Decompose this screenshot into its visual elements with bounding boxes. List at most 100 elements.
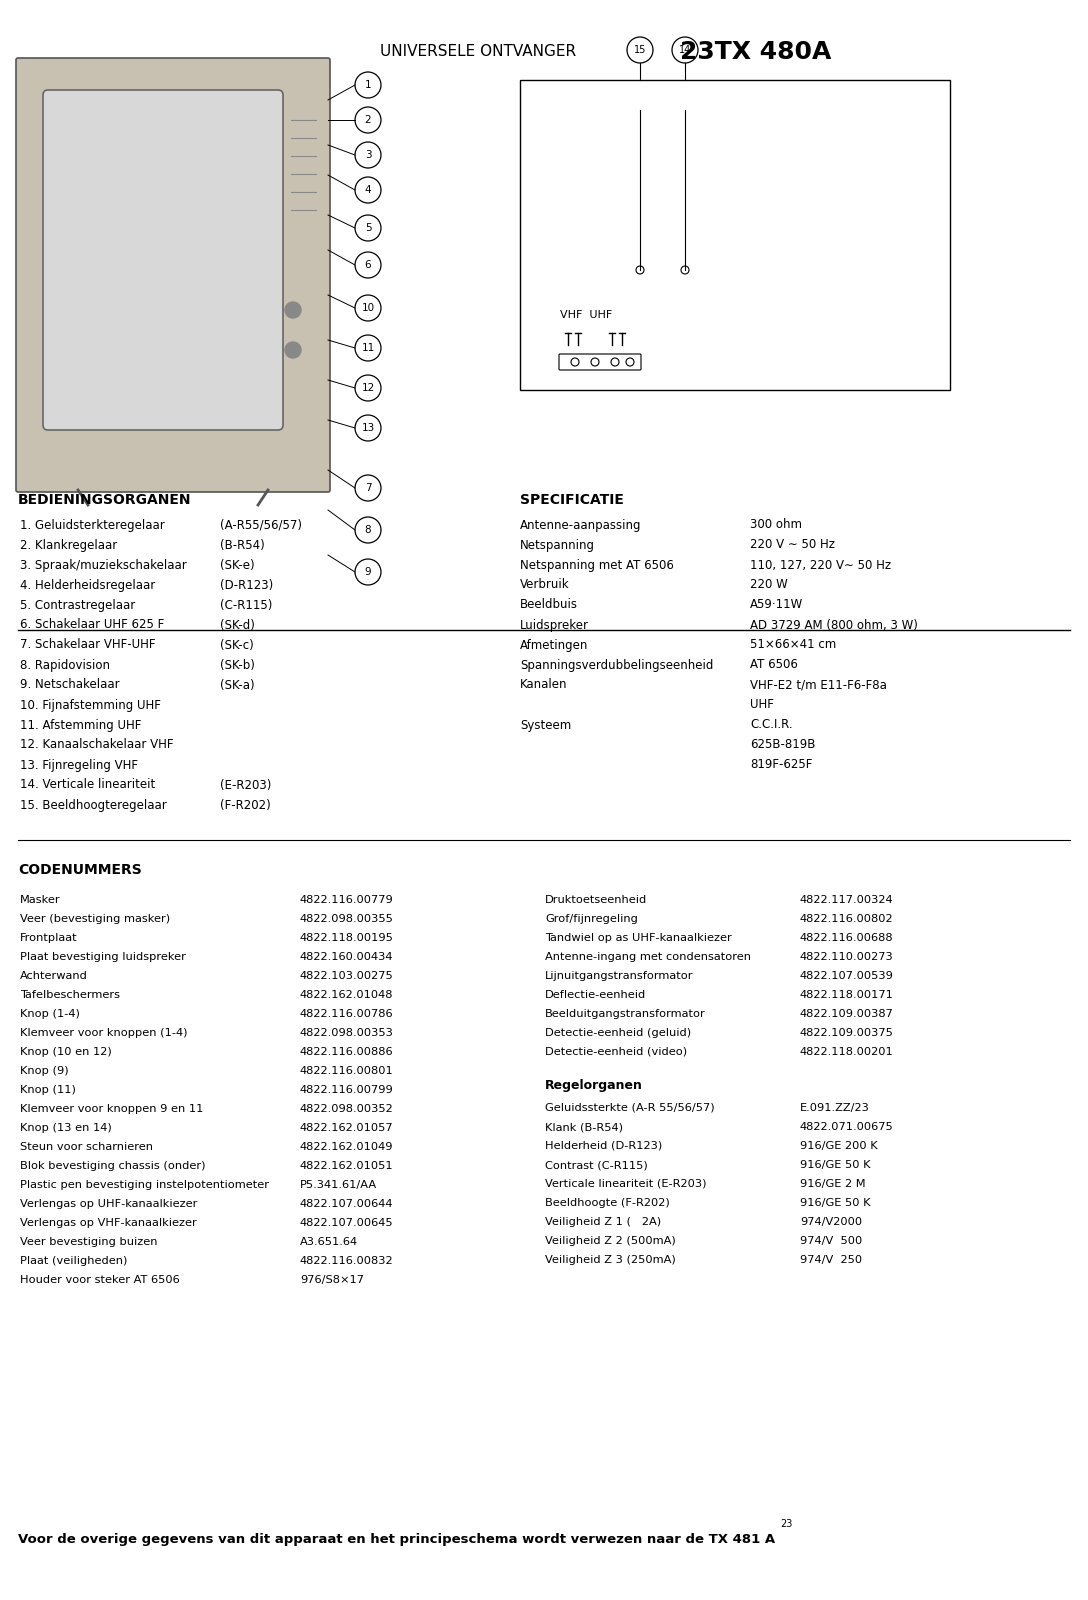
Circle shape bbox=[285, 302, 301, 318]
Text: Veer (bevestiging masker): Veer (bevestiging masker) bbox=[20, 914, 170, 925]
Text: 4822.116.00799: 4822.116.00799 bbox=[300, 1085, 394, 1094]
Text: Beeldbuis: Beeldbuis bbox=[520, 598, 578, 611]
Text: 1: 1 bbox=[364, 80, 371, 90]
Text: 4. Helderheidsregelaar: 4. Helderheidsregelaar bbox=[20, 579, 156, 592]
Text: Spanningsverdubbelingseenheid: Spanningsverdubbelingseenheid bbox=[520, 659, 714, 672]
Text: 110, 127, 220 V∼ 50 Hz: 110, 127, 220 V∼ 50 Hz bbox=[750, 558, 891, 571]
Text: 4822.110.00273: 4822.110.00273 bbox=[800, 952, 893, 962]
Text: SPECIFICATIE: SPECIFICATIE bbox=[520, 493, 623, 507]
Text: Druktoetseenheid: Druktoetseenheid bbox=[545, 894, 647, 906]
Text: E.091.ZZ/23: E.091.ZZ/23 bbox=[800, 1102, 870, 1114]
Text: 8: 8 bbox=[364, 525, 371, 534]
Text: (E-R203): (E-R203) bbox=[220, 779, 271, 792]
Text: 4822.107.00539: 4822.107.00539 bbox=[800, 971, 894, 981]
Text: 2. Klankregelaar: 2. Klankregelaar bbox=[20, 539, 118, 552]
Text: Beeldhoogte (F-R202): Beeldhoogte (F-R202) bbox=[545, 1198, 670, 1208]
Text: UHF: UHF bbox=[750, 699, 774, 712]
Text: 4822.098.00353: 4822.098.00353 bbox=[300, 1029, 394, 1038]
Text: 916/GE 50 K: 916/GE 50 K bbox=[800, 1160, 870, 1170]
Text: Achterwand: Achterwand bbox=[20, 971, 88, 981]
Text: (C-R115): (C-R115) bbox=[220, 598, 272, 611]
Text: Luidspreker: Luidspreker bbox=[520, 619, 589, 632]
Text: Detectie-eenheid (video): Detectie-eenheid (video) bbox=[545, 1046, 688, 1058]
Text: 4822.116.00886: 4822.116.00886 bbox=[300, 1046, 394, 1058]
Text: Tafelbeschermers: Tafelbeschermers bbox=[20, 990, 120, 1000]
Text: 14: 14 bbox=[679, 45, 691, 54]
Text: UNIVERSELE ONTVANGER: UNIVERSELE ONTVANGER bbox=[380, 45, 577, 59]
Text: 23TX 480A: 23TX 480A bbox=[680, 40, 831, 64]
Text: 974/V  500: 974/V 500 bbox=[800, 1235, 863, 1246]
Text: 4822.116.00801: 4822.116.00801 bbox=[300, 1066, 394, 1075]
Text: 15. Beeldhoogteregelaar: 15. Beeldhoogteregelaar bbox=[20, 798, 166, 811]
Text: Regelorganen: Regelorganen bbox=[545, 1080, 643, 1093]
Text: Geluidssterkte (A-R 55/56/57): Geluidssterkte (A-R 55/56/57) bbox=[545, 1102, 715, 1114]
Text: (SK-c): (SK-c) bbox=[220, 638, 254, 651]
Text: Helderheid (D-R123): Helderheid (D-R123) bbox=[545, 1141, 663, 1150]
Text: Lijnuitgangstransformator: Lijnuitgangstransformator bbox=[545, 971, 693, 981]
Text: VHF-E2 t/m E11-F6-F8a: VHF-E2 t/m E11-F6-F8a bbox=[750, 678, 887, 691]
Text: Plastic pen bevestiging instelpotentiometer: Plastic pen bevestiging instelpotentiome… bbox=[20, 1181, 269, 1190]
Text: Plaat (veiligheden): Plaat (veiligheden) bbox=[20, 1256, 127, 1266]
Circle shape bbox=[285, 342, 301, 358]
Text: 4822.116.00802: 4822.116.00802 bbox=[800, 914, 893, 925]
Text: 4822.109.00387: 4822.109.00387 bbox=[800, 1010, 894, 1019]
Text: Frontplaat: Frontplaat bbox=[20, 933, 77, 942]
Text: 916/GE 2 M: 916/GE 2 M bbox=[800, 1179, 866, 1189]
Text: 51×66×41 cm: 51×66×41 cm bbox=[750, 638, 837, 651]
Text: Detectie-eenheid (geluid): Detectie-eenheid (geluid) bbox=[545, 1029, 691, 1038]
Text: (F-R202): (F-R202) bbox=[220, 798, 271, 811]
Text: 9. Netschakelaar: 9. Netschakelaar bbox=[20, 678, 120, 691]
Text: (SK-e): (SK-e) bbox=[220, 558, 255, 571]
Text: 974/V2000: 974/V2000 bbox=[800, 1218, 862, 1227]
Text: Verlengas op VHF-kanaalkiezer: Verlengas op VHF-kanaalkiezer bbox=[20, 1218, 197, 1229]
Text: Veiligheid Z 1 (   2A): Veiligheid Z 1 ( 2A) bbox=[545, 1218, 662, 1227]
Text: (A-R55/56/57): (A-R55/56/57) bbox=[220, 518, 302, 531]
Text: Veiligheid Z 2 (500mA): Veiligheid Z 2 (500mA) bbox=[545, 1235, 676, 1246]
Text: Klank (B-R54): Klank (B-R54) bbox=[545, 1122, 623, 1133]
Text: (SK-a): (SK-a) bbox=[220, 678, 255, 691]
Text: 4822.116.00786: 4822.116.00786 bbox=[300, 1010, 394, 1019]
Text: 12. Kanaalschakelaar VHF: 12. Kanaalschakelaar VHF bbox=[20, 739, 173, 752]
Text: 4822.162.01049: 4822.162.01049 bbox=[300, 1142, 394, 1152]
Text: AD 3729 AM (800 ohm, 3 W): AD 3729 AM (800 ohm, 3 W) bbox=[750, 619, 918, 632]
FancyBboxPatch shape bbox=[16, 58, 330, 493]
Text: 4822.118.00195: 4822.118.00195 bbox=[300, 933, 394, 942]
Text: 819F-625F: 819F-625F bbox=[750, 758, 813, 771]
Text: Tandwiel op as UHF-kanaalkiezer: Tandwiel op as UHF-kanaalkiezer bbox=[545, 933, 732, 942]
Text: 916/GE 200 K: 916/GE 200 K bbox=[800, 1141, 878, 1150]
Bar bbox=[520, 80, 950, 390]
Text: 4822.160.00434: 4822.160.00434 bbox=[300, 952, 394, 962]
Text: 3: 3 bbox=[364, 150, 371, 160]
Text: Plaat bevestiging luidspreker: Plaat bevestiging luidspreker bbox=[20, 952, 186, 962]
Text: 4822.098.00355: 4822.098.00355 bbox=[300, 914, 394, 925]
Text: 4822.162.01051: 4822.162.01051 bbox=[300, 1162, 394, 1171]
Text: 4822.116.00688: 4822.116.00688 bbox=[800, 933, 893, 942]
Text: 7: 7 bbox=[364, 483, 371, 493]
Text: 4822.103.00275: 4822.103.00275 bbox=[300, 971, 394, 981]
Text: Antenne-ingang met condensatoren: Antenne-ingang met condensatoren bbox=[545, 952, 751, 962]
Text: Verbruik: Verbruik bbox=[520, 579, 570, 592]
Text: Kanalen: Kanalen bbox=[520, 678, 568, 691]
Text: 4822.107.00645: 4822.107.00645 bbox=[300, 1218, 394, 1229]
Text: 4822.071.00675: 4822.071.00675 bbox=[800, 1122, 893, 1133]
Text: Knop (11): Knop (11) bbox=[20, 1085, 76, 1094]
Text: Veiligheid Z 3 (250mA): Veiligheid Z 3 (250mA) bbox=[545, 1254, 676, 1266]
Text: Systeem: Systeem bbox=[520, 718, 571, 731]
Text: (B-R54): (B-R54) bbox=[220, 539, 264, 552]
Text: Knop (13 en 14): Knop (13 en 14) bbox=[20, 1123, 112, 1133]
Text: Blok bevestiging chassis (onder): Blok bevestiging chassis (onder) bbox=[20, 1162, 206, 1171]
Text: 1. Geluidsterkteregelaar: 1. Geluidsterkteregelaar bbox=[20, 518, 164, 531]
Text: Steun voor scharnieren: Steun voor scharnieren bbox=[20, 1142, 153, 1152]
Text: 8. Rapidovision: 8. Rapidovision bbox=[20, 659, 110, 672]
Text: 300 ohm: 300 ohm bbox=[750, 518, 802, 531]
Text: Verlengas op UHF-kanaalkiezer: Verlengas op UHF-kanaalkiezer bbox=[20, 1198, 197, 1210]
Text: 9: 9 bbox=[364, 566, 371, 578]
Text: Houder voor steker AT 6506: Houder voor steker AT 6506 bbox=[20, 1275, 180, 1285]
Text: A3.651.64: A3.651.64 bbox=[300, 1237, 358, 1246]
Text: 4822.162.01048: 4822.162.01048 bbox=[300, 990, 394, 1000]
Text: 4822.118.00201: 4822.118.00201 bbox=[800, 1046, 893, 1058]
Text: 10: 10 bbox=[361, 302, 374, 314]
Text: (SK-b): (SK-b) bbox=[220, 659, 255, 672]
Text: 23: 23 bbox=[780, 1518, 792, 1530]
Text: Masker: Masker bbox=[20, 894, 61, 906]
